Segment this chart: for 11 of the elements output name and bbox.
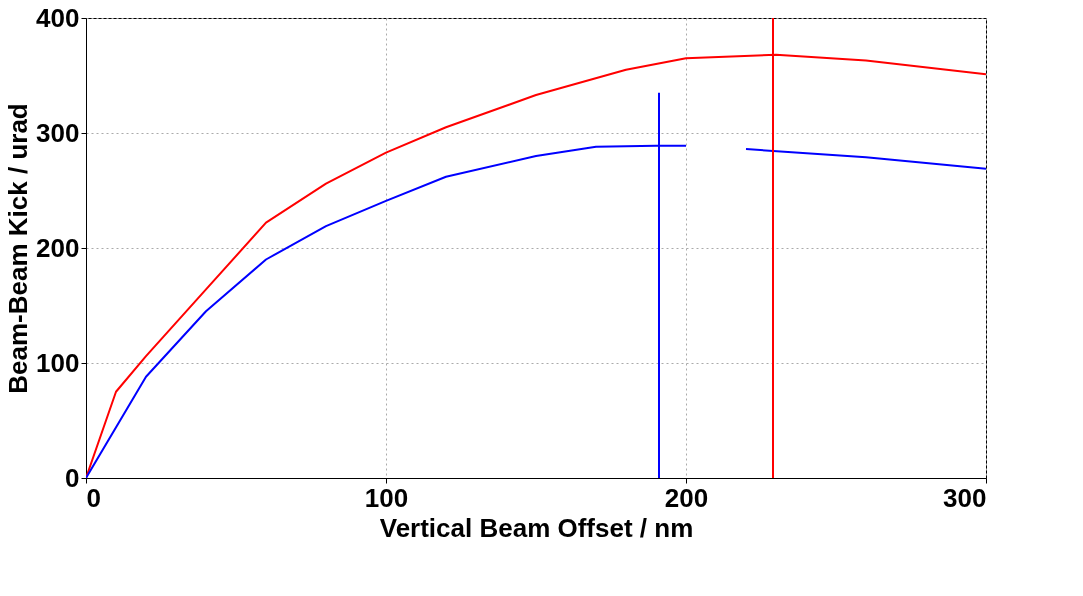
x-tick-label: 100 (364, 482, 409, 513)
x-tick-label: 0 (86, 482, 101, 513)
y-tick-label: 100 (36, 347, 80, 378)
y-tick-label: 300 (36, 117, 80, 148)
x-tick-label: 300 (943, 482, 987, 513)
y-tick-label: 200 (36, 232, 80, 263)
x-axis-title: Vertical Beam Offset / nm (379, 512, 694, 543)
x-tick-label: 200 (664, 482, 709, 513)
y-tick-label: 0 (65, 462, 80, 493)
y-axis-title: Beam-Beam Kick / urad (3, 103, 34, 394)
y-tick-label: 400 (36, 2, 80, 33)
